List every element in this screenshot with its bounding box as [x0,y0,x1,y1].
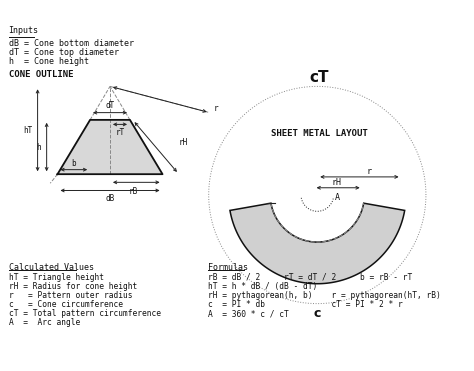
Text: A  =  Arc angle: A = Arc angle [9,318,80,327]
Text: rT: rT [115,128,125,137]
Text: dT = Cone top diameter: dT = Cone top diameter [9,48,118,58]
Text: r   = Pattern outer radius: r = Pattern outer radius [9,291,132,300]
Text: dT: dT [105,101,115,110]
Text: rB: rB [129,187,138,196]
Text: Inputs: Inputs [9,26,38,35]
Text: b: b [72,159,76,168]
Text: h: h [36,142,41,151]
Text: c: c [314,307,321,320]
Text: hT = h * dB / (dB - dT): hT = h * dB / (dB - dT) [208,282,317,291]
Text: c   = Cone circumference: c = Cone circumference [9,300,123,309]
Text: cT: cT [310,70,329,85]
Text: rH: rH [179,138,188,147]
Text: hT: hT [23,126,32,135]
Text: cT = Total pattern circumference: cT = Total pattern circumference [9,309,161,318]
Text: rH: rH [331,178,341,187]
Text: A: A [335,193,340,201]
Text: h  = Cone height: h = Cone height [9,58,89,66]
Text: CONE OUTLINE: CONE OUTLINE [9,70,73,79]
Text: dB: dB [105,194,115,203]
Text: c  = PI * db              cT = PI * 2 * r: c = PI * db cT = PI * 2 * r [208,300,402,309]
Text: SHEET METAL LAYOUT: SHEET METAL LAYOUT [271,129,367,138]
Text: Calculated Values: Calculated Values [9,263,94,272]
Text: A  = 360 * c / cT: A = 360 * c / cT [208,309,289,318]
Polygon shape [230,203,405,284]
Text: hT = Triangle height: hT = Triangle height [9,273,104,282]
Polygon shape [57,120,163,174]
Text: r: r [213,104,218,113]
Text: Formulas: Formulas [208,263,248,272]
Text: rH = Radius for cone height: rH = Radius for cone height [9,282,137,291]
Text: rH = pythagorean(h, b)    r = pythagorean(hT, rB): rH = pythagorean(h, b) r = pythagorean(h… [208,291,440,300]
Text: rB = dB / 2     rT = dT / 2     b = rB - rT: rB = dB / 2 rT = dT / 2 b = rB - rT [208,273,412,282]
Text: dB = Cone bottom diameter: dB = Cone bottom diameter [9,39,134,48]
Text: r: r [366,167,372,176]
